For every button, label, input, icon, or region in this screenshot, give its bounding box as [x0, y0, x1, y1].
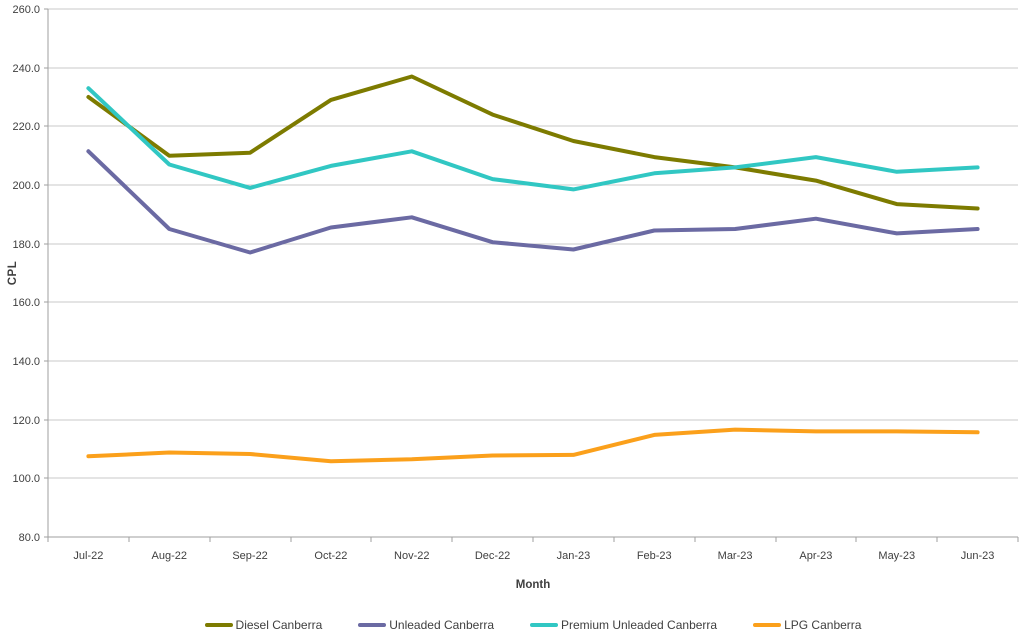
legend-label-lpg: LPG Canberra — [784, 618, 862, 632]
y-tick-label: 120.0 — [12, 415, 40, 427]
legend-item-diesel: Diesel Canberra — [204, 618, 323, 632]
y-tick-label: 260.0 — [12, 4, 40, 16]
x-axis-title: Month — [515, 579, 551, 591]
legend-item-premium-unleaded: Premium Unleaded Canberra — [530, 618, 717, 632]
legend-marker-unleaded — [358, 623, 387, 627]
y-axis-title: CPL — [7, 260, 19, 286]
x-tick-label: May-23 — [878, 550, 915, 562]
y-tick-label: 140.0 — [12, 356, 40, 368]
y-tick-label: 240.0 — [12, 63, 40, 75]
y-tick-label: 180.0 — [12, 239, 40, 251]
y-tick-label: 200.0 — [12, 180, 40, 192]
x-tick-label: Oct-22 — [314, 550, 347, 562]
x-tick-label: Jul-22 — [73, 550, 103, 562]
series-line-premium-unleaded-canberra — [86, 86, 980, 192]
y-tick-label: 160.0 — [12, 297, 40, 309]
x-tick-label: Jun-23 — [961, 550, 995, 562]
series-line-unleaded-canberra — [86, 149, 980, 255]
legend-marker-lpg — [753, 623, 782, 627]
y-tick-label: 80.0 — [19, 532, 40, 544]
legend-item-unleaded: Unleaded Canberra — [358, 618, 494, 632]
series-line-lpg-canberra — [86, 427, 980, 464]
x-tick-label: Dec-22 — [475, 550, 510, 562]
y-tick-label: 220.0 — [12, 121, 40, 133]
x-tick-label: Sep-22 — [232, 550, 267, 562]
series-line-diesel-canberra — [86, 74, 980, 211]
fuel-price-line-chart: 80.0 100.0 120.0 140.0 160.0 180.0 200.0 220.0 2… — [12, 4, 1019, 562]
legend-label-diesel: Diesel Canberra — [235, 618, 323, 632]
legend-label-premium-unleaded: Premium Unleaded Canberra — [561, 618, 718, 632]
y-tick-label: 100.0 — [12, 473, 40, 485]
x-tick-label: Apr-23 — [799, 550, 832, 562]
legend-marker-premium-unleaded — [530, 623, 558, 627]
legend: Diesel Canberra Unleaded Canberra Premiu… — [48, 616, 1018, 634]
legend-label-unleaded: Unleaded Canberra — [389, 618, 494, 632]
x-tick-label: Feb-23 — [637, 550, 672, 562]
x-tick-label: Aug-22 — [152, 550, 187, 562]
x-tick-label: Nov-22 — [394, 550, 429, 562]
legend-item-lpg: LPG Canberra — [753, 618, 861, 632]
x-tick-label: Mar-23 — [718, 550, 753, 562]
x-tick-label: Jan-23 — [557, 550, 591, 562]
legend-marker-diesel — [204, 623, 233, 627]
